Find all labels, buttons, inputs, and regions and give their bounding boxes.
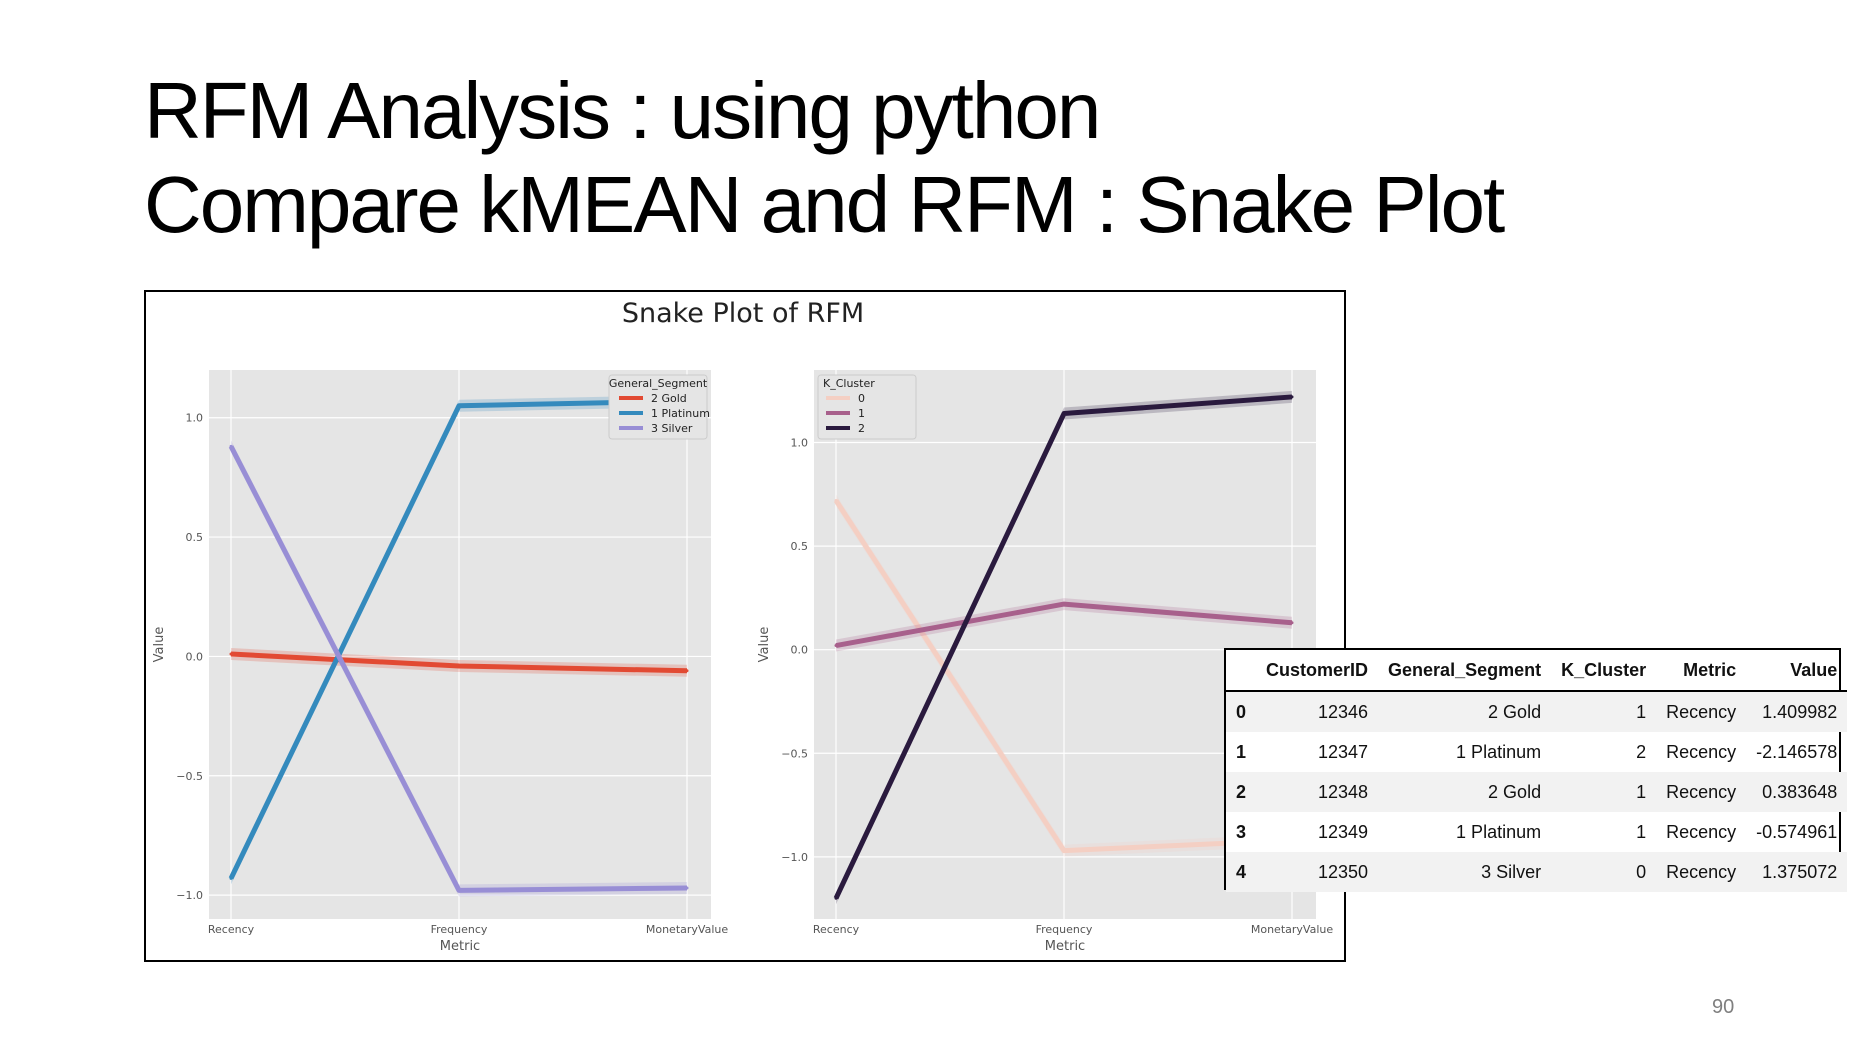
chart-1-x-tick-label: Frequency [431, 923, 488, 936]
chart-2-legend-title: K_Cluster [823, 377, 875, 390]
table-cell-metric: Recency [1666, 821, 1737, 842]
table-cell-index: 4 [1226, 852, 1257, 892]
slide-title-line-2: Compare kMEAN and RFM : Snake Plot [144, 160, 1505, 249]
table-cell-index: 3 [1236, 821, 1247, 842]
table-cell-value: 1.409982 [1746, 691, 1848, 732]
table-cell-value: -0.574961 [1756, 821, 1838, 842]
table-row: 0 12346 2 Gold 1 Recency 1.409982 [1226, 691, 1848, 732]
rfm-data-table: CustomerID General_Segment K_Cluster Met… [1224, 648, 1848, 892]
chart-2-data-point [834, 644, 838, 648]
table-cell-customerid: 12350 [1256, 852, 1379, 892]
chart-1-data-point [685, 886, 689, 890]
chart-1-data-point [229, 652, 233, 656]
table-cell-k-cluster: 0 [1551, 852, 1657, 892]
table-cell-metric: Recency [1656, 852, 1747, 892]
chart-1-data-point [457, 664, 461, 668]
chart-1-data-point [229, 876, 233, 880]
chart-2-data-point [1062, 849, 1066, 853]
chart-2-y-tick-label: 0.5 [791, 540, 809, 553]
table-cell-general-segment: 1 Platinum [1456, 741, 1542, 762]
table-header-general-segment: General_Segment [1378, 650, 1552, 692]
table-cell-metric: Recency [1656, 691, 1747, 732]
chart-1-data-point [457, 888, 461, 892]
chart-1-y-tick-label: −0.5 [176, 770, 203, 783]
table-cell-index: 1 [1236, 741, 1247, 762]
table-cell-general-segment: 2 Gold [1378, 772, 1552, 812]
chart-2-y-axis-label: Value [757, 627, 772, 663]
table-row: 1 12347 1 Platinum 2 Recency -2.146578 [1226, 732, 1847, 772]
chart-2-y-tick-label: 1.0 [791, 437, 809, 450]
table-cell-k-cluster: 1 [1551, 772, 1657, 812]
table-cell-customerid: 12347 [1317, 741, 1369, 762]
table-cell-value: 1.375072 [1746, 852, 1848, 892]
chart-2-data-point [1062, 412, 1066, 416]
chart-2-x-axis-label: Metric [1045, 939, 1085, 954]
chart-1-legend-label: 3 Silver [651, 422, 693, 435]
chart-2-legend-label: 1 [858, 407, 865, 420]
chart-2-y-tick-label: −0.5 [781, 747, 808, 760]
table-cell-k-cluster: 1 [1636, 821, 1647, 842]
chart-1-plot-area [209, 370, 711, 919]
table-cell-customerid: 12346 [1256, 691, 1379, 732]
table-header-k-cluster: K_Cluster [1551, 650, 1657, 692]
table-cell-k-cluster: 1 [1551, 691, 1657, 732]
chart-2-data-point [1290, 395, 1294, 399]
table-cell-value: -2.146578 [1756, 741, 1838, 762]
table-header-value: Value [1746, 650, 1848, 692]
figure-suptitle: Snake Plot of RFM [622, 298, 864, 329]
chart-2-legend-label: 2 [858, 422, 865, 435]
chart-1-y-tick-label: 1.0 [186, 412, 204, 425]
chart-2-x-tick-label: Recency [813, 923, 860, 936]
table-cell-general-segment: 3 Silver [1378, 852, 1552, 892]
chart-1-data-point [229, 444, 233, 448]
table-cell-customerid: 12348 [1256, 772, 1379, 812]
table-cell-customerid: 12349 [1317, 821, 1369, 842]
chart-1-y-tick-label: −1.0 [176, 889, 203, 902]
chart-1-legend-label: 1 Platinum [651, 407, 710, 420]
chart-2-x-tick-label: Frequency [1036, 923, 1093, 936]
chart-2-legend-box [817, 374, 917, 440]
slide-title-line-1: RFM Analysis : using python [144, 66, 1101, 155]
chart-1-y-axis-label: Value [152, 627, 167, 663]
chart-2-legend-label: 0 [858, 392, 865, 405]
slide-title: RFM Analysis : using python Compare kMEA… [144, 64, 1505, 252]
chart-2-data-point [1062, 602, 1066, 606]
chart-2-data-point [834, 896, 838, 900]
chart-1-x-axis-label: Metric [440, 939, 480, 954]
page-number: 90 [1712, 996, 1735, 1018]
table-cell-value: 0.383648 [1746, 772, 1848, 812]
chart-1-legend-box [608, 374, 708, 440]
chart-1-legend-label: 2 Gold [651, 392, 687, 405]
chart-1-data-point [685, 669, 689, 673]
table-header-metric: Metric [1656, 650, 1747, 692]
chart-2-x-tick-label: MonetaryValue [1251, 923, 1333, 936]
table-cell-k-cluster: 2 [1636, 741, 1647, 762]
chart-2-y-tick-label: 0.0 [791, 644, 809, 657]
chart-1-x-tick-label: Recency [208, 923, 255, 936]
chart-2-y-tick-label: −1.0 [781, 851, 808, 864]
chart-1-x-tick-label: MonetaryValue [646, 923, 728, 936]
table-cell-metric: Recency [1656, 772, 1747, 812]
chart-2-data-point [834, 499, 838, 503]
snake-plot-figure: Snake Plot of RFM 1.0 0.5 0.0 −0.5 −1.0 Recen… [144, 290, 1346, 962]
table-header-customerid: CustomerID [1256, 650, 1379, 692]
chart-1-data-point [457, 404, 461, 408]
table-cell-index: 2 [1226, 772, 1257, 812]
table-cell-general-segment: 2 Gold [1378, 691, 1552, 732]
chart-1-y-tick-label: 0.0 [186, 650, 204, 663]
table-cell-metric: Recency [1666, 741, 1737, 762]
table-cell-general-segment: 1 Platinum [1456, 821, 1542, 842]
table-cell-index: 0 [1226, 691, 1257, 732]
chart-1-y-tick-label: 0.5 [186, 531, 204, 544]
table-header-row: CustomerID General_Segment K_Cluster Met… [1226, 650, 1848, 692]
table-row: 2 12348 2 Gold 1 Recency 0.383648 [1226, 772, 1848, 812]
table-header-index [1226, 650, 1257, 692]
chart-1-legend-title: General_Segment [609, 377, 708, 390]
snake-plot-svg: Snake Plot of RFM 1.0 0.5 0.0 −0.5 −1.0 Recen… [152, 298, 1333, 954]
chart-2-data-point [1290, 621, 1294, 625]
table-row: 3 12349 1 Platinum 1 Recency -0.574961 [1226, 812, 1847, 852]
table-row: 4 12350 3 Silver 0 Recency 1.375072 [1226, 852, 1848, 892]
